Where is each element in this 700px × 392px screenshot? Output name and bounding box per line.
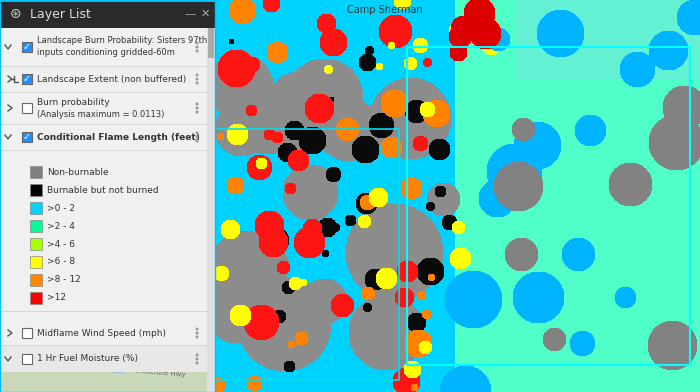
Text: —: — [184,9,195,19]
Circle shape [195,45,199,49]
Bar [0,346,207,372]
Text: Midflame Wind Speed (mph): Midflame Wind Speed (mph) [37,328,166,338]
Text: ⊛: ⊛ [10,7,22,21]
Circle shape [195,102,199,105]
Circle shape [195,131,199,134]
Text: Landscape Burn Probability: Sisters 97th: Landscape Burn Probability: Sisters 97th [37,36,207,45]
Circle shape [195,361,199,365]
Text: Layer List: Layer List [30,7,91,20]
Circle shape [195,111,199,114]
Text: ✓: ✓ [23,42,31,52]
Circle shape [195,327,199,330]
Bar [22,328,32,338]
Text: >0 - 2: >0 - 2 [47,203,75,212]
Bar [208,28,214,58]
Text: ✕: ✕ [200,9,210,19]
Bar [30,238,42,250]
Bar [30,220,42,232]
Circle shape [195,358,199,361]
Text: >4 - 6: >4 - 6 [47,240,75,249]
Text: >6 - 8: >6 - 8 [47,258,75,267]
Circle shape [195,354,199,356]
Circle shape [195,42,199,45]
Circle shape [195,74,199,76]
Text: Corckenzie Hwy: Corckenzie Hwy [130,367,186,378]
Bar [215,129,399,380]
Circle shape [195,49,199,53]
Bar [407,47,690,365]
Bar [0,0,215,392]
Bar [207,28,215,392]
Text: ✓: ✓ [23,74,31,84]
Bar [22,74,32,84]
Text: >2 - 4: >2 - 4 [47,221,75,230]
Bar [30,166,42,178]
Text: ✓: ✓ [23,132,31,142]
Text: (Analysis maximum = 0.0113): (Analysis maximum = 0.0113) [37,109,164,118]
Text: Conditional Flame Length (feet): Conditional Flame Length (feet) [37,132,200,142]
Bar [22,132,32,142]
Text: >12: >12 [47,294,66,303]
Circle shape [195,136,199,138]
Circle shape [195,336,199,339]
Text: Landscape Extent (non buffered): Landscape Extent (non buffered) [37,74,186,83]
Text: Burnable but not burned: Burnable but not burned [47,185,159,194]
Bar [0,372,215,392]
Circle shape [195,332,199,334]
Bar [30,256,42,268]
Bar [22,42,32,52]
Circle shape [195,107,199,109]
Bar [22,354,32,364]
Bar [0,0,215,28]
Circle shape [195,82,199,85]
Bar [0,0,215,2]
Bar [30,202,42,214]
Bar [30,184,42,196]
Circle shape [195,78,199,80]
Bar [22,103,32,113]
Bar [215,0,700,392]
Text: Burn probability: Burn probability [37,98,110,107]
Text: >8 - 12: >8 - 12 [47,276,80,285]
Circle shape [195,140,199,143]
Bar [0,0,215,392]
Text: 1 Hr Fuel Moisture (%): 1 Hr Fuel Moisture (%) [37,354,138,363]
Bar [30,274,42,286]
Text: Non-burnable: Non-burnable [47,167,108,176]
Bar [30,292,42,304]
Text: inputs conditioning gridded-60m: inputs conditioning gridded-60m [37,47,175,56]
Text: Camp Sherman: Camp Sherman [347,5,423,15]
